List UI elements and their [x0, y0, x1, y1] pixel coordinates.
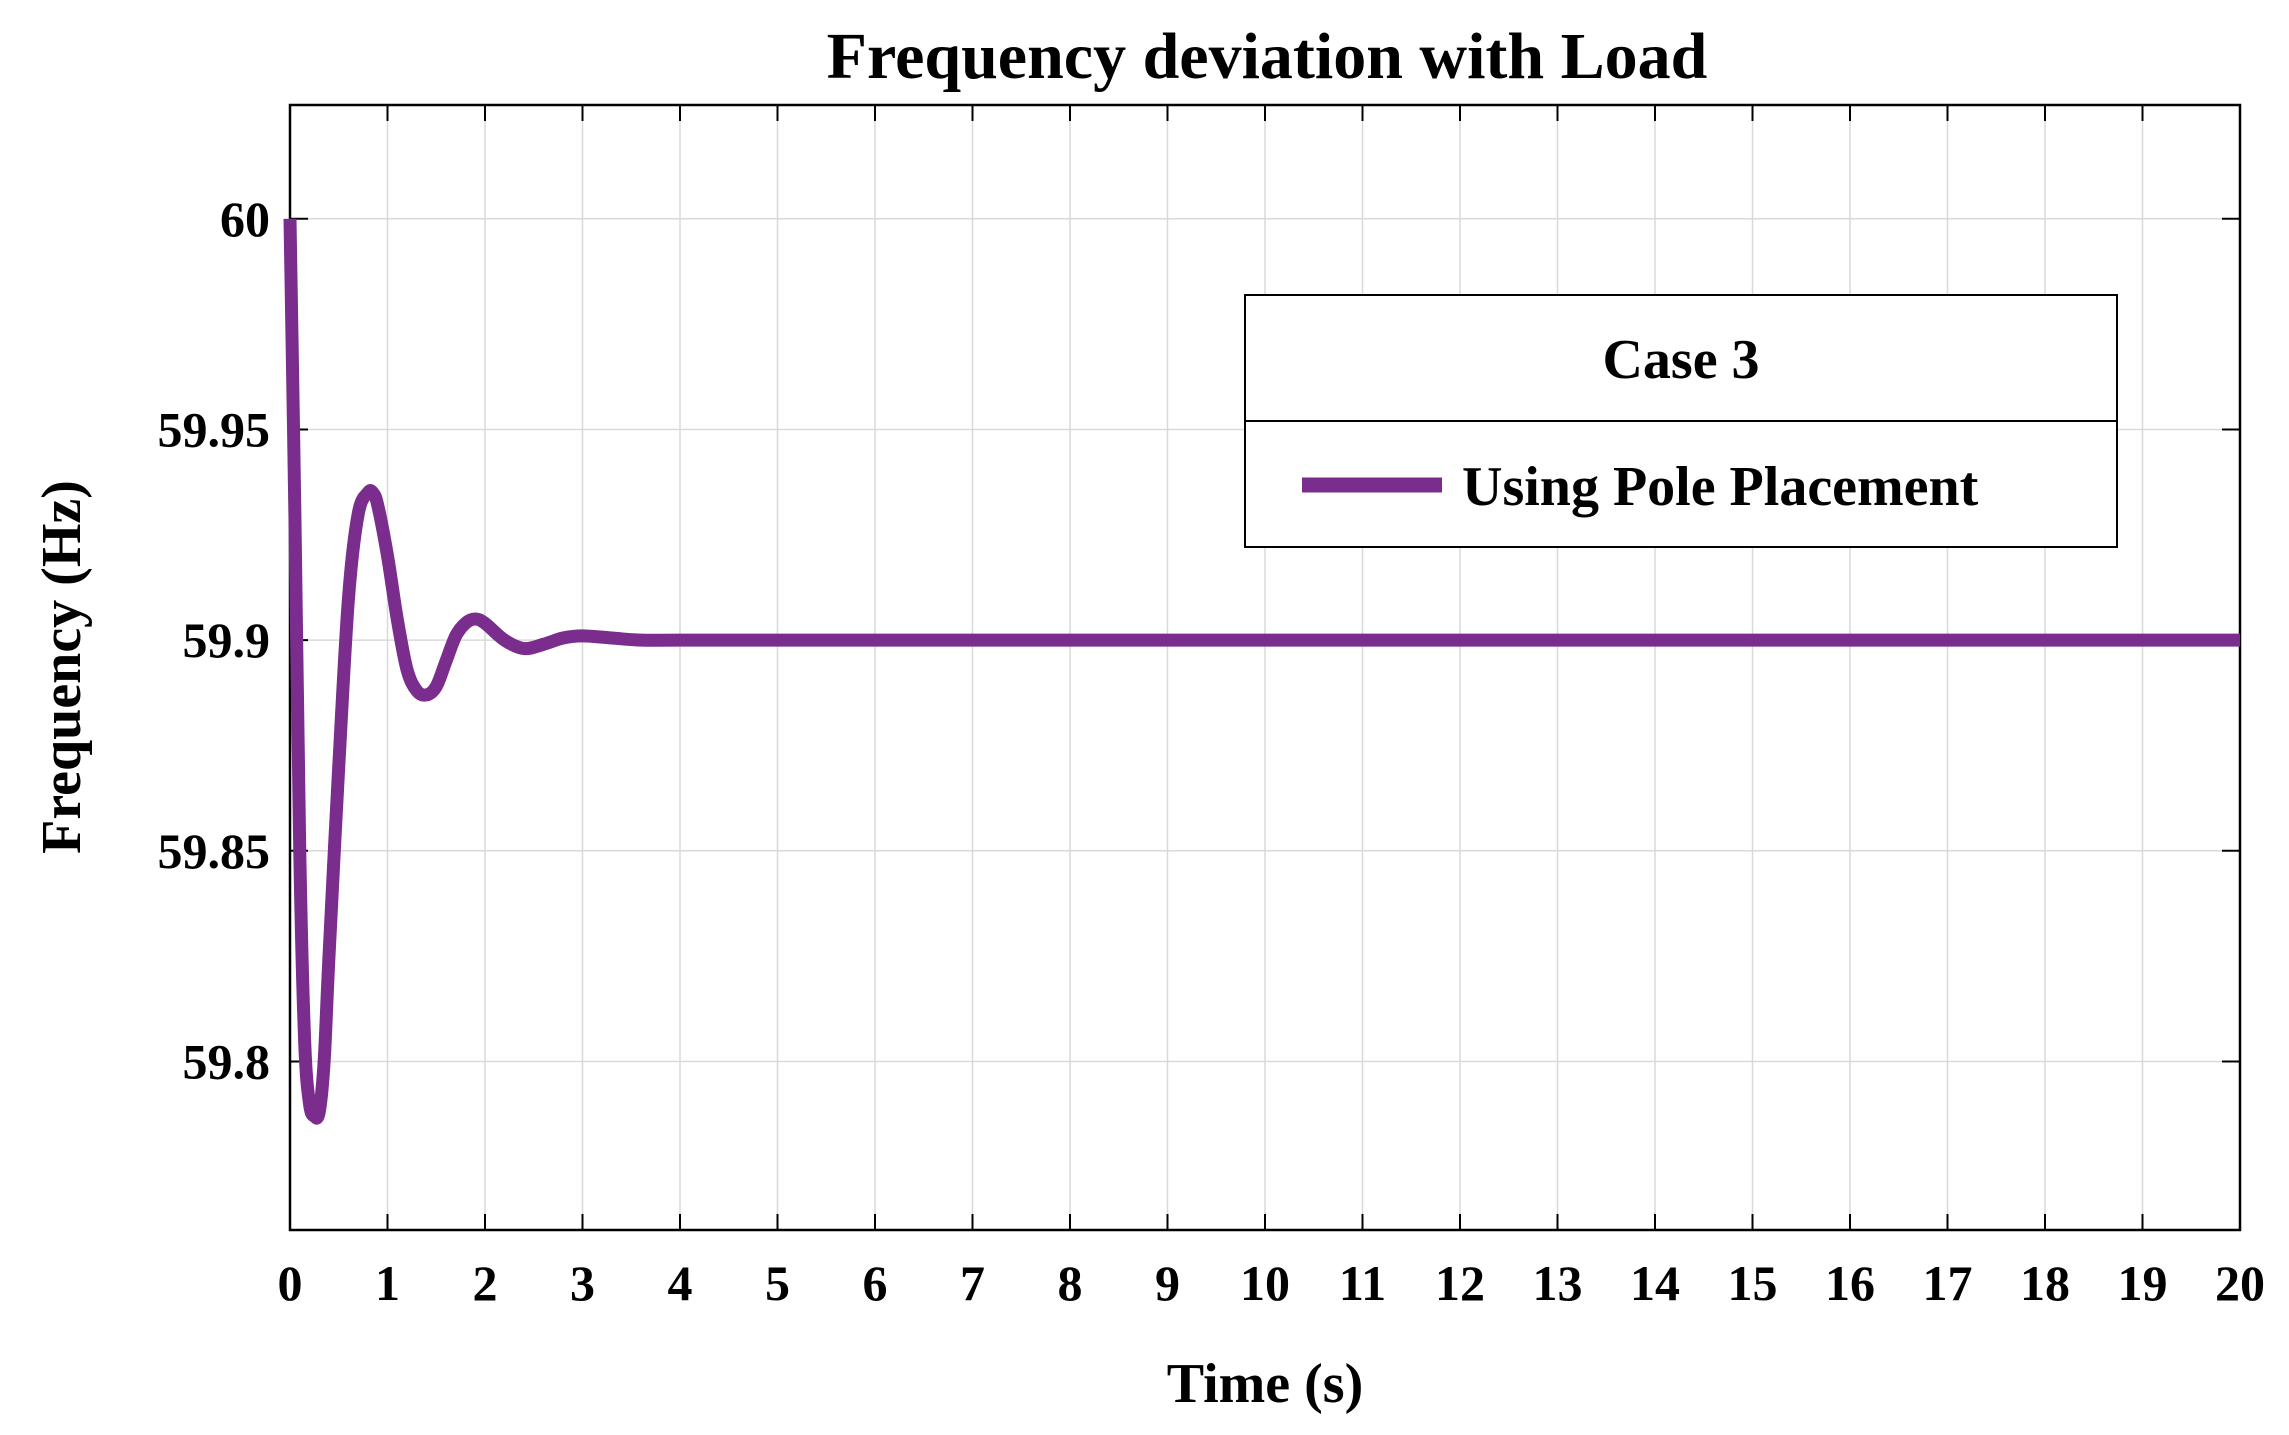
y-tick-label: 59.95 [158, 401, 271, 457]
x-tick-label: 18 [2020, 1255, 2070, 1311]
x-tick-label: 11 [1339, 1255, 1386, 1311]
x-tick-label: 3 [570, 1255, 595, 1311]
y-tick-label: 59.9 [183, 612, 271, 668]
x-tick-label: 15 [1728, 1255, 1778, 1311]
x-tick-label: 9 [1155, 1255, 1180, 1311]
legend: Case 3 Using Pole Placement [1244, 294, 2118, 548]
x-tick-label: 8 [1058, 1255, 1083, 1311]
plot-area-frame [288, 103, 2242, 1232]
y-tick-label: 59.8 [183, 1033, 271, 1089]
x-tick-label: 6 [863, 1255, 888, 1311]
grid-lines [289, 105, 2241, 1230]
x-tick-label: 7 [960, 1255, 985, 1311]
series-line-using-pole-placement [283, 218, 2240, 1125]
x-tick-label: 5 [765, 1255, 790, 1311]
x-tick-label: 20 [2215, 1255, 2265, 1311]
x-tick-label: 0 [278, 1255, 303, 1311]
x-tick-label: 14 [1630, 1255, 1680, 1311]
x-tick-label: 10 [1240, 1255, 1290, 1311]
x-tick-label: 17 [1923, 1255, 1973, 1311]
chart-title: Frequency deviation with Load [827, 20, 1708, 93]
series-layer [283, 218, 2240, 1125]
y-tick-label: 59.85 [158, 823, 271, 879]
x-tick-label: 16 [1825, 1255, 1875, 1311]
x-tick-label: 19 [2118, 1255, 2168, 1311]
x-tick-label: 13 [1533, 1255, 1583, 1311]
x-axis-title: Time (s) [1167, 1353, 1364, 1415]
x-tick-label: 2 [473, 1255, 498, 1311]
x-tick-label: 12 [1435, 1255, 1485, 1311]
y-axis-title: Frequency (Hz) [31, 480, 93, 854]
x-tick-label: 1 [375, 1255, 400, 1311]
y-tick-label: 60 [220, 191, 270, 247]
x-tick-labels: 0 1 2 3 4 5 6 7 8 9 10 11 12 13 14 15 16 17 18 19 20 [278, 1255, 2266, 1311]
x-tick-label: 4 [668, 1255, 693, 1311]
y-tick-labels: 59.8 59.85 59.9 59.95 60 [158, 191, 271, 1090]
legend-title: Case 3 [1602, 329, 1759, 391]
legend-label-using-pole-placement: Using Pole Placement [1462, 456, 1979, 518]
